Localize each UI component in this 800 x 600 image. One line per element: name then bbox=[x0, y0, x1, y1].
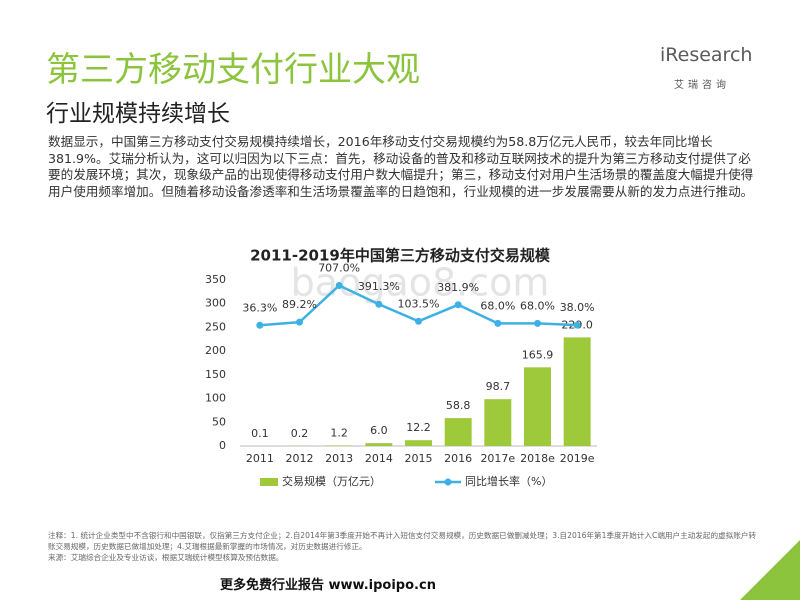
line-value-label: 381.9% bbox=[437, 281, 479, 294]
x-tick-label: 2017e bbox=[480, 452, 515, 465]
legend-label: 交易规模（万亿元） bbox=[282, 474, 381, 488]
line-value-label: 38.0% bbox=[560, 301, 595, 314]
y-tick-label: 0 bbox=[219, 439, 226, 452]
bar-value-label: 58.8 bbox=[446, 399, 471, 412]
line-value-label: 68.0% bbox=[520, 299, 555, 312]
notes: 注释：1. 统计企业类型中不含银行和中国银联，仅指第三方支付企业；2.自2014… bbox=[48, 530, 760, 563]
corner-deco bbox=[740, 540, 800, 600]
line-value-label: 68.0% bbox=[480, 299, 515, 312]
line-point bbox=[375, 300, 383, 308]
footer: 更多免费行业报告 www.ipoipo.cn bbox=[220, 578, 436, 593]
line-point bbox=[534, 319, 541, 327]
line-value-label: 89.2% bbox=[282, 298, 317, 311]
chart-title: 2011-2019年中国第三方移动支付交易规模 bbox=[250, 247, 551, 265]
line-value-label: 707.0% bbox=[318, 262, 360, 275]
bar-value-label: 0.2 bbox=[291, 427, 309, 440]
x-tick-label: 2016 bbox=[444, 452, 472, 465]
y-tick-label: 350 bbox=[205, 273, 226, 286]
x-tick-label: 2012 bbox=[286, 452, 314, 465]
x-tick-label: 2011 bbox=[246, 452, 274, 465]
logo: iResearch bbox=[660, 44, 753, 66]
y-tick-label: 300 bbox=[205, 297, 226, 310]
line-value-label: 36.3% bbox=[242, 301, 277, 314]
title: 第三方移动支付行业大观 bbox=[46, 50, 420, 90]
line-point bbox=[454, 301, 462, 309]
bar bbox=[484, 399, 512, 446]
x-tick-label: 2018e bbox=[520, 452, 555, 465]
y-tick-label: 100 bbox=[205, 392, 226, 405]
bar bbox=[524, 367, 551, 446]
legend-swatch bbox=[444, 478, 452, 486]
x-tick-label: 2013 bbox=[325, 452, 353, 465]
bar bbox=[325, 445, 353, 446]
line-point bbox=[573, 321, 581, 329]
legend-label: 同比增长率（%） bbox=[465, 474, 552, 488]
line-point bbox=[335, 282, 343, 290]
y-tick-label: 250 bbox=[205, 320, 226, 333]
legend-swatch bbox=[260, 478, 278, 486]
line-point bbox=[415, 317, 422, 325]
note: 来源：艾瑞综合企业及专业访谈，根据艾瑞统计模型核算及预估数据。 bbox=[48, 553, 284, 562]
note: 注释：1. 统计企业类型中不含银行和中国银联，仅指第三方支付企业；2.自2014… bbox=[48, 531, 757, 551]
line-point bbox=[256, 321, 264, 329]
bar-value-label: 6.0 bbox=[370, 424, 388, 437]
line-value-label: 391.3% bbox=[358, 280, 400, 293]
bar bbox=[365, 443, 393, 446]
subtitle: 行业规模持续增长 bbox=[46, 101, 230, 127]
line-point bbox=[494, 319, 502, 327]
bar-value-label: 165.9 bbox=[522, 348, 554, 361]
logo-sub: 艾瑞咨询 bbox=[674, 80, 730, 91]
y-tick-label: 50 bbox=[212, 415, 226, 428]
y-tick-label: 150 bbox=[205, 368, 226, 381]
watermark: baogao8.com bbox=[291, 261, 550, 305]
x-tick-label: 2014 bbox=[365, 452, 393, 465]
bar bbox=[563, 337, 591, 446]
bar-value-label: 12.2 bbox=[406, 421, 431, 434]
x-tick-label: 2019e bbox=[560, 452, 595, 465]
line-point bbox=[296, 318, 303, 326]
line-value-label: 103.5% bbox=[398, 297, 440, 310]
bar bbox=[405, 440, 432, 446]
x-tick-label: 2015 bbox=[405, 452, 433, 465]
y-tick-label: 200 bbox=[205, 344, 226, 357]
paragraph: 数据显示，中国第三方移动支付交易规模持续增长，2016年移动支付交易规模约为58… bbox=[48, 134, 754, 199]
bar bbox=[444, 418, 472, 446]
bar-value-label: 1.2 bbox=[330, 426, 348, 439]
bar-value-label: 0.1 bbox=[251, 427, 269, 440]
bar-value-label: 98.7 bbox=[486, 380, 511, 393]
